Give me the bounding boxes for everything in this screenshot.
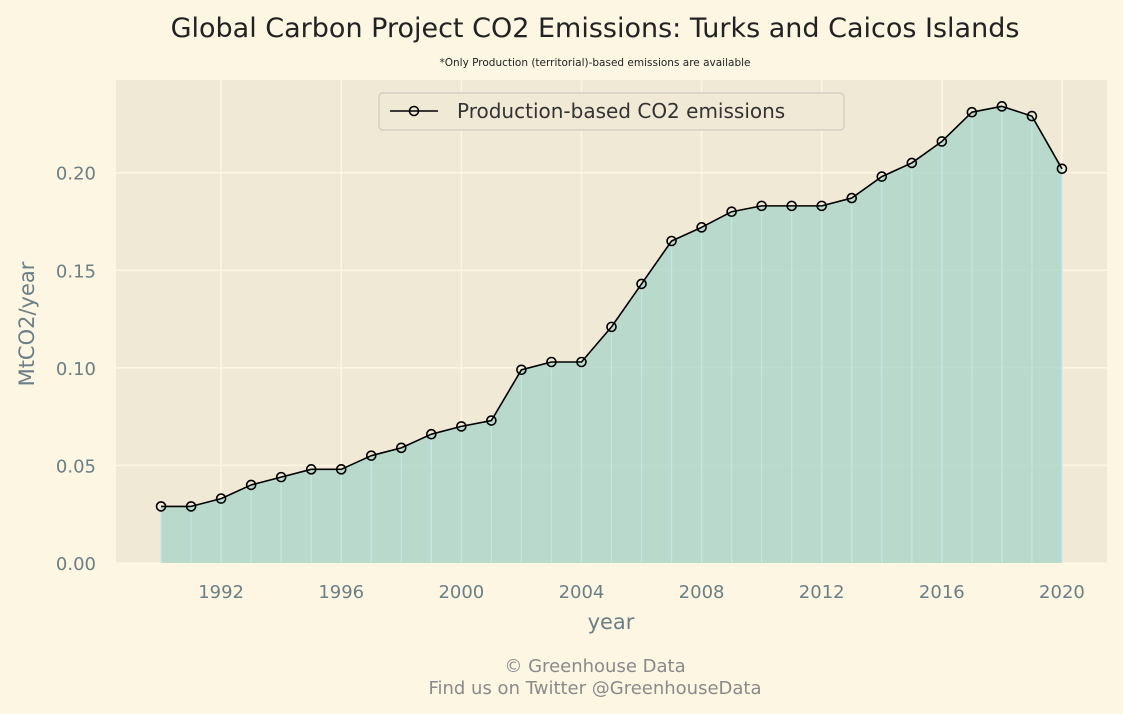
data-point bbox=[726, 206, 737, 218]
data-point bbox=[185, 501, 197, 512]
legend-label-production: Production-based CO2 emissions bbox=[457, 99, 785, 123]
data-point bbox=[215, 493, 227, 504]
footer-twitter: Find us on Twitter @GreenhouseData bbox=[428, 678, 761, 699]
y-axis-ticks: 0.00 0.05 0.10 0.15 0.20 bbox=[56, 164, 96, 575]
data-point bbox=[786, 200, 797, 212]
data-point bbox=[966, 106, 978, 118]
x-tick-label: 2020 bbox=[1039, 582, 1085, 603]
y-tick-label: 0.15 bbox=[56, 261, 96, 282]
points-layer bbox=[155, 101, 1068, 512]
x-tick-label: 2012 bbox=[799, 582, 845, 603]
x-axis-ticks: 1992 1996 2000 2004 2008 2012 2016 2020 bbox=[198, 582, 1085, 603]
data-point bbox=[456, 421, 467, 432]
data-point bbox=[876, 171, 888, 182]
data-point bbox=[576, 356, 587, 368]
data-point bbox=[426, 428, 437, 440]
y-tick-label: 0.10 bbox=[56, 359, 96, 380]
x-tick-label: 2000 bbox=[438, 582, 484, 603]
data-point bbox=[546, 356, 557, 368]
data-point bbox=[155, 501, 167, 512]
data-point bbox=[996, 101, 1008, 112]
data-point bbox=[335, 464, 347, 475]
data-point bbox=[395, 442, 407, 454]
data-point bbox=[606, 321, 617, 333]
x-axis-label: year bbox=[588, 610, 635, 634]
data-point bbox=[696, 222, 707, 233]
data-point bbox=[305, 464, 317, 475]
data-point bbox=[906, 157, 918, 169]
data-point bbox=[756, 200, 767, 212]
chart-title: Global Carbon Project CO2 Emissions: Tur… bbox=[171, 13, 1020, 44]
data-point bbox=[365, 450, 377, 461]
x-tick-label: 2016 bbox=[919, 582, 965, 603]
legend-box bbox=[378, 92, 845, 131]
data-point bbox=[486, 415, 497, 426]
area-layer bbox=[160, 106, 1063, 563]
x-tick-label: 1996 bbox=[318, 582, 364, 603]
data-point bbox=[245, 479, 257, 491]
data-point bbox=[936, 136, 948, 147]
chart-subtitle: *Only Production (territorial)-based emi… bbox=[440, 57, 751, 69]
x-tick-label: 2008 bbox=[679, 582, 725, 603]
legend-marker-swatch bbox=[408, 105, 420, 117]
data-point bbox=[516, 364, 527, 376]
legend: Production-based CO2 emissions bbox=[378, 92, 845, 131]
y-tick-label: 0.05 bbox=[56, 456, 96, 477]
data-point bbox=[846, 192, 858, 204]
series-line-production bbox=[161, 105, 1063, 508]
data-point bbox=[1026, 110, 1038, 122]
data-point bbox=[636, 278, 647, 290]
x-tick-label: 1992 bbox=[198, 582, 244, 603]
data-point bbox=[1056, 163, 1068, 175]
line-layer bbox=[161, 105, 1063, 508]
data-point bbox=[275, 471, 287, 483]
data-point bbox=[816, 200, 828, 212]
data-point bbox=[666, 235, 677, 247]
y-axis-label: MtCO2/year bbox=[15, 261, 39, 386]
y-tick-label: 0.00 bbox=[56, 554, 96, 575]
y-tick-label: 0.20 bbox=[56, 164, 96, 185]
footer-copyright: © Greenhouse Data bbox=[504, 656, 685, 677]
x-tick-label: 2004 bbox=[559, 582, 605, 603]
